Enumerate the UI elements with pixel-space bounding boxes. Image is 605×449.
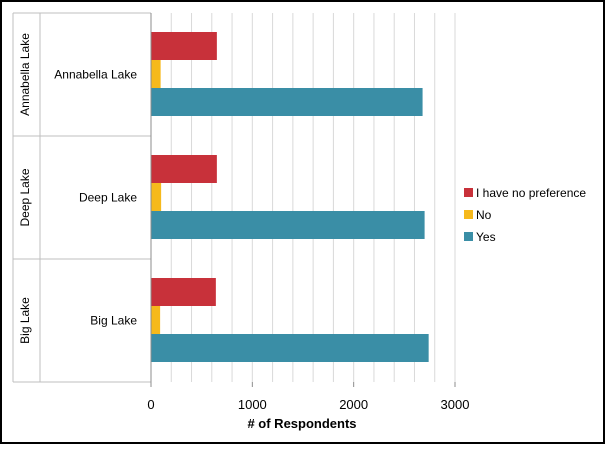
bar xyxy=(151,60,161,88)
bar xyxy=(151,278,216,306)
legend-label: No xyxy=(476,208,492,222)
x-axis-title: # of Respondents xyxy=(247,416,356,431)
legend: I have no preference No Yes xyxy=(464,186,586,244)
bar xyxy=(151,155,217,183)
legend-swatch xyxy=(464,232,473,241)
group-label: Annabella Lake xyxy=(18,33,32,116)
bar xyxy=(151,334,429,362)
bar xyxy=(151,88,423,116)
legend-swatch xyxy=(464,210,473,219)
x-tick-label: 0 xyxy=(147,397,154,412)
bar xyxy=(151,306,161,334)
legend-label: Yes xyxy=(476,230,496,244)
bar xyxy=(151,183,162,211)
category-label: Annabella Lake xyxy=(54,68,137,82)
x-tick-label: 1000 xyxy=(238,397,267,412)
x-tick-label: 2000 xyxy=(339,397,368,412)
category-label: Deep Lake xyxy=(79,191,137,205)
category-group-panels: Annabella Lake Annabella Lake Deep Lake Dee… xyxy=(12,12,151,383)
group-label: Deep Lake xyxy=(18,168,32,226)
legend-swatch xyxy=(464,188,473,197)
legend-label: I have no preference xyxy=(476,186,586,200)
group-label: Big Lake xyxy=(18,297,32,344)
bars xyxy=(151,32,429,362)
bar xyxy=(151,32,217,60)
category-label: Big Lake xyxy=(90,314,137,328)
bar xyxy=(151,211,425,239)
x-tick-label: 3000 xyxy=(441,397,470,412)
grid-lines xyxy=(170,13,456,382)
x-axis: 0 1000 2000 3000 xyxy=(147,13,469,412)
